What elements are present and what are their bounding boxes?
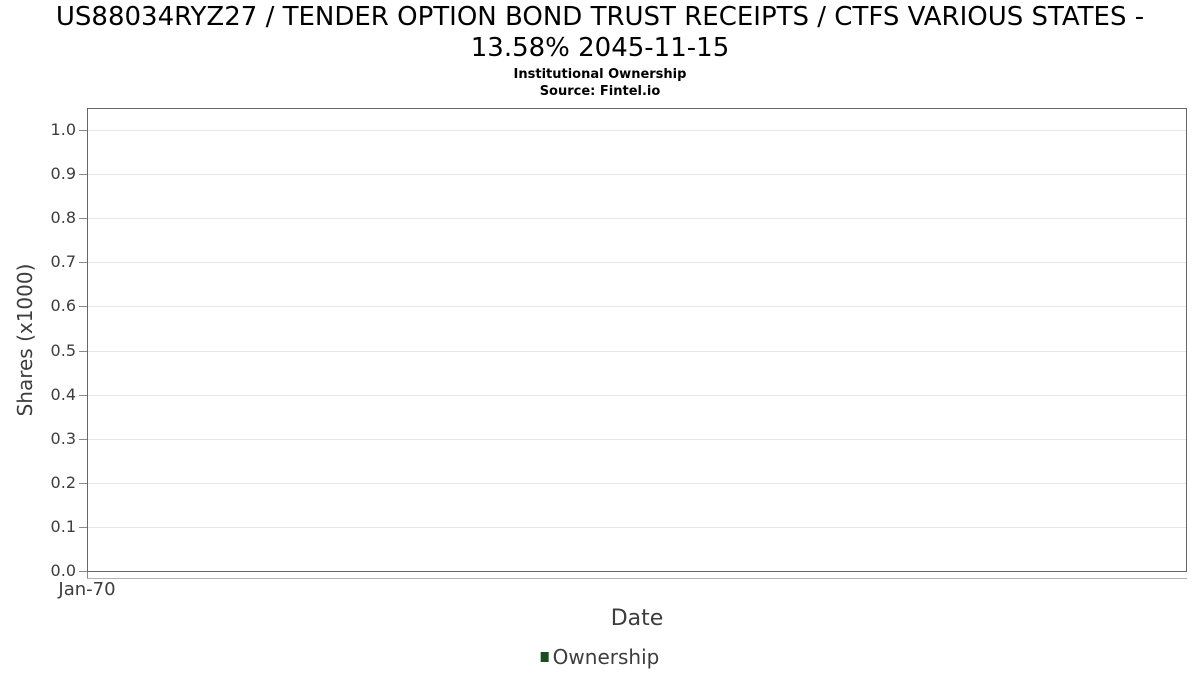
- legend-marker-square-icon: [540, 652, 549, 662]
- y-tick-label-0.6: 0.6: [50, 296, 76, 316]
- y-tick-label-0.1: 0.1: [50, 516, 76, 536]
- chart-source: Source: Fintel.io: [539, 84, 661, 99]
- x-axis-title: Date: [610, 606, 664, 631]
- y-tick-label-0.7: 0.7: [50, 252, 76, 272]
- chart-title-line2: 13.58% 2045-11-15: [470, 33, 730, 63]
- y-tick-label-0.5: 0.5: [50, 340, 76, 360]
- chart-title-line1: US88034RYZ27 / TENDER OPTION BOND TRUST …: [55, 2, 1145, 32]
- gridline-0.3: [88, 438, 1186, 440]
- y-tick-label-0.0: 0.0: [50, 561, 76, 580]
- gridline-0.6: [88, 306, 1186, 308]
- legend-item-ownership[interactable]: Ownership: [540, 645, 660, 669]
- gridline-0.1: [88, 526, 1186, 528]
- chart-title: US88034RYZ27 / TENDER OPTION BOND TRUST …: [0, 2, 1200, 64]
- y-tick-0.1: [79, 526, 87, 528]
- x-axis-tick: [87, 572, 88, 578]
- gridline-1.0: [88, 130, 1186, 131]
- legend: Ownership: [540, 645, 660, 669]
- y-tick-label-0.9: 0.9: [50, 164, 76, 184]
- gridline-0.8: [88, 218, 1186, 220]
- x-axis-line: [87, 578, 1187, 579]
- gridline-0.7: [88, 262, 1186, 264]
- legend-label: Ownership: [552, 645, 660, 669]
- x-axis-tick-label: Jan-70: [58, 579, 116, 600]
- y-tick-0.0: [79, 571, 87, 572]
- y-tick-label-0.3: 0.3: [50, 428, 76, 448]
- y-tick-0.3: [79, 438, 87, 440]
- y-tick-0.6: [79, 306, 87, 308]
- y-tick-label-1.0: 1.0: [50, 120, 76, 139]
- gridline-0.9: [88, 174, 1186, 176]
- gridline-0.4: [88, 394, 1186, 396]
- y-tick-0.2: [79, 482, 87, 484]
- y-tick-0.7: [79, 262, 87, 264]
- y-tick-label-0.2: 0.2: [50, 472, 76, 492]
- y-tick-0.8: [79, 218, 87, 220]
- y-tick-0.5: [79, 350, 87, 352]
- plot-area: [87, 108, 1187, 572]
- gridline-0.5: [88, 350, 1186, 352]
- y-tick-label-0.4: 0.4: [50, 384, 76, 404]
- y-tick-1.0: [79, 130, 87, 131]
- y-tick-label-0.8: 0.8: [50, 208, 76, 228]
- y-tick-0.4: [79, 394, 87, 396]
- gridline-0.2: [88, 482, 1186, 484]
- chart-subtitle: Institutional Ownership: [513, 67, 687, 82]
- y-tick-0.9: [79, 174, 87, 176]
